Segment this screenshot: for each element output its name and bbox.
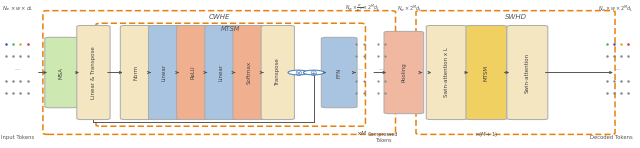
FancyBboxPatch shape [507, 25, 548, 120]
Text: ...: ... [357, 66, 363, 71]
Text: ReLU: ReLU [190, 66, 195, 79]
FancyBboxPatch shape [148, 25, 180, 120]
FancyBboxPatch shape [233, 25, 265, 120]
Text: Decoded Tokens: Decoded Tokens [591, 135, 633, 140]
Text: MTSM: MTSM [484, 65, 489, 81]
Text: Linear & Transpose: Linear & Transpose [91, 46, 96, 99]
Text: MTSM: MTSM [221, 26, 241, 32]
Text: $N_w\times w\times 2^M d_L$: $N_w\times w\times 2^M d_L$ [598, 4, 634, 14]
Text: CWHE: CWHE [209, 14, 230, 20]
Text: $N_w\times w\times d_L$: $N_w\times w\times d_L$ [2, 4, 34, 13]
Text: $\oplus$: $\oplus$ [309, 67, 318, 78]
Text: Pooling: Pooling [401, 63, 406, 82]
Text: Swin-attention x L: Swin-attention x L [444, 48, 449, 97]
FancyBboxPatch shape [466, 25, 507, 120]
Text: Linear: Linear [162, 64, 167, 81]
FancyBboxPatch shape [45, 37, 78, 108]
Text: $N_w\times\frac{w}{p^M}\times 2^M d_L$: $N_w\times\frac{w}{p^M}\times 2^M d_L$ [346, 2, 380, 15]
Text: ...: ... [614, 66, 620, 71]
Text: $\otimes$: $\otimes$ [294, 67, 303, 78]
Text: $\times M$: $\times M$ [356, 129, 368, 137]
Text: MSA: MSA [59, 66, 64, 79]
Text: ...: ... [14, 66, 20, 71]
Text: Softmax: Softmax [246, 61, 252, 84]
Text: Norm: Norm [134, 65, 139, 80]
FancyBboxPatch shape [120, 25, 152, 120]
FancyBboxPatch shape [77, 25, 110, 120]
Text: $N_w\times 2^M d_L$: $N_w\times 2^M d_L$ [397, 4, 423, 14]
Text: Swin-attention: Swin-attention [525, 52, 530, 93]
Text: Transpose: Transpose [275, 59, 280, 86]
FancyBboxPatch shape [321, 37, 357, 108]
Text: SWHD: SWHD [504, 14, 527, 20]
FancyBboxPatch shape [261, 25, 294, 120]
Text: Linear: Linear [218, 64, 223, 81]
Text: FFN: FFN [337, 67, 342, 78]
Text: $\times (M+1)$: $\times (M+1)$ [474, 130, 499, 139]
FancyBboxPatch shape [384, 31, 424, 114]
Text: Input Tokens: Input Tokens [1, 135, 35, 140]
FancyBboxPatch shape [205, 25, 237, 120]
Text: ...: ... [378, 66, 384, 71]
FancyBboxPatch shape [426, 25, 467, 120]
Circle shape [288, 70, 308, 75]
FancyBboxPatch shape [177, 25, 209, 120]
Circle shape [303, 70, 324, 75]
Text: Compressed
Tokens: Compressed Tokens [368, 132, 399, 143]
